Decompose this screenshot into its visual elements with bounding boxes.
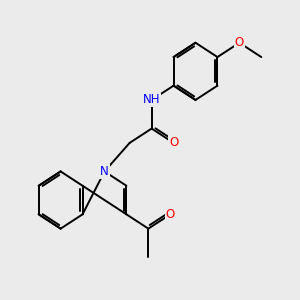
- Text: NH: NH: [143, 94, 160, 106]
- Text: O: O: [169, 136, 178, 149]
- Text: O: O: [235, 36, 244, 49]
- Text: N: N: [100, 165, 109, 178]
- Text: O: O: [166, 208, 175, 221]
